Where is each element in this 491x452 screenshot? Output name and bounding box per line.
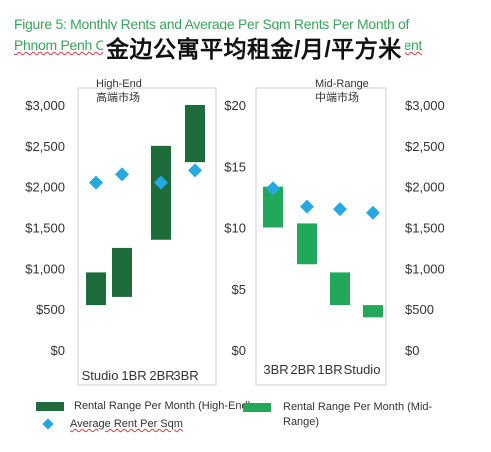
mid-range-panel-label: Mid-Range: [315, 78, 369, 90]
mid-range-x-tick-label: Studio: [344, 362, 381, 377]
mid-range-average-marker: [266, 181, 280, 196]
mid-range-left-y-tick-label: $5: [232, 282, 246, 297]
mid-range-right-y-tick-label: $500: [405, 302, 434, 317]
high-end-x-tick-label: Studio: [82, 368, 119, 383]
high-end-y-tick-label: $3,000: [25, 98, 65, 113]
high-end-x-tick-label: 2BR: [149, 368, 174, 383]
legend-swatch-high-end: [36, 402, 64, 411]
mid-range-right-y-tick-label: $0: [405, 343, 419, 358]
high-end-panel-frame: [77, 87, 217, 386]
mid-range-range-bar: [363, 305, 383, 318]
mid-range-average-marker: [366, 205, 380, 220]
high-end-y-tick-label: $1,000: [25, 261, 65, 276]
mid-range-right-y-tick-label: $1,500: [405, 221, 445, 236]
mid-range-right-y-tick-label: $2,500: [405, 139, 445, 154]
mid-range-left-y-tick-label: $0: [232, 343, 246, 358]
figure-title: Figure 5: Monthly Rents and Average Per …: [14, 16, 410, 32]
high-end-panel-label-cn: 高端市场: [96, 90, 140, 104]
chinese-title: 金边公寓平均租金/月/平方米: [103, 30, 405, 64]
mid-range-right-y-tick-label: $2,000: [405, 180, 445, 195]
legend-average-per-sqm: Average Rent Per Sqm: [40, 418, 183, 430]
legend-mid-range-range: Rental Range Per Month (Mid-Range): [243, 400, 453, 430]
mid-range-left-y-tick-label: $15: [224, 159, 246, 174]
high-end-y-tick-label: $0: [51, 343, 65, 358]
high-end-y-tick-label: $2,500: [25, 139, 65, 154]
mid-range-x-tick-label: 3BR: [263, 362, 288, 377]
legend-label-high-end: Rental Range Per Month (High-End): [74, 400, 252, 412]
high-end-average-marker: [188, 163, 202, 178]
legend-high-end-range: Rental Range Per Month (High-End): [36, 400, 251, 412]
high-end-range-bar: [185, 105, 205, 163]
legend-marker-average: [42, 418, 54, 430]
mid-range-x-tick-label: 1BR: [317, 362, 342, 377]
legend-swatch-mid-range: [243, 403, 271, 412]
high-end-y-tick-label: $2,000: [25, 180, 65, 195]
mid-range-average-marker: [333, 202, 347, 217]
high-end-range-bar: [151, 145, 171, 240]
mid-range-left-y-tick-label: $20: [224, 98, 246, 113]
mid-range-panel-label-cn: 中端市场: [315, 90, 359, 104]
mid-range-range-bar: [330, 272, 350, 306]
high-end-y-tick-label: $1,500: [25, 221, 65, 236]
high-end-y-tick-label: $500: [36, 302, 65, 317]
mid-range-right-y-tick-label: $3,000: [405, 98, 445, 113]
legend-label-mid-range: Rental Range Per Month (Mid-Range): [283, 401, 433, 428]
high-end-range-bar: [112, 247, 132, 297]
high-end-panel-label: High-End: [96, 78, 142, 90]
mid-range-x-tick-label: 2BR: [290, 362, 315, 377]
high-end-average-marker: [115, 167, 129, 182]
mid-range-panel-frame: [255, 87, 387, 386]
high-end-range-bar: [86, 272, 106, 306]
high-end-x-tick-label: 3BR: [173, 368, 198, 383]
mid-range-left-y-tick-label: $10: [224, 221, 246, 236]
mid-range-right-y-tick-label: $1,000: [405, 261, 445, 276]
high-end-average-marker: [154, 175, 168, 190]
mid-range-average-marker: [300, 199, 314, 214]
high-end-average-marker: [89, 175, 103, 190]
high-end-x-tick-label: 1BR: [121, 368, 146, 383]
legend-label-average: Average Rent Per Sqm: [70, 418, 183, 430]
mid-range-range-bar: [297, 223, 317, 265]
mid-range-range-bar: [263, 186, 283, 228]
